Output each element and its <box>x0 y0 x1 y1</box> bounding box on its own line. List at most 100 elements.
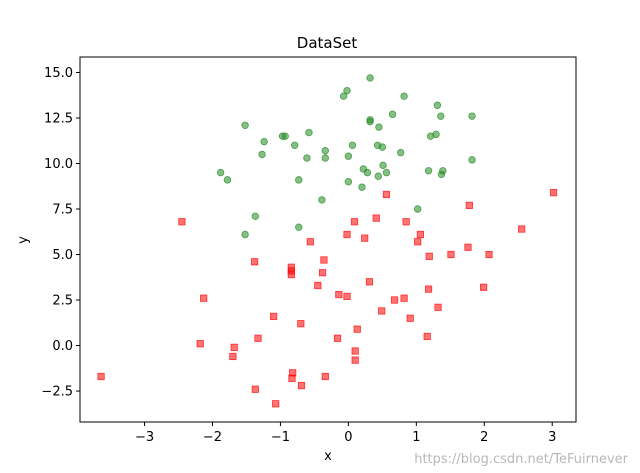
green-circle-point-37 <box>413 205 422 213</box>
y-axis-label: y <box>16 236 31 244</box>
red-square-point-3 <box>200 294 208 302</box>
green-circle-point-36 <box>358 183 366 191</box>
green-circle-point-25 <box>348 141 357 149</box>
red-square-point-0 <box>97 372 105 381</box>
red-square-point-16 <box>297 320 305 328</box>
y-tick-label: 10.0 <box>44 157 73 172</box>
red-square-point-45 <box>434 303 442 311</box>
green-circle-point-15 <box>295 223 303 231</box>
red-square-point-36 <box>390 296 399 304</box>
green-circle-point-0 <box>241 121 249 129</box>
red-square-point-5 <box>229 352 237 361</box>
red-square-point-50 <box>485 250 493 259</box>
red-square-point-24 <box>335 290 343 299</box>
green-circle-point-22 <box>375 123 383 131</box>
red-square-point-33 <box>372 214 380 222</box>
red-square-point-51 <box>518 225 526 233</box>
green-circle-point-7 <box>258 150 266 159</box>
red-square-point-43 <box>424 285 433 293</box>
green-circle-point-5 <box>216 168 225 177</box>
y-tick-label: 15.0 <box>44 66 73 81</box>
plot-marks <box>97 74 558 408</box>
green-circle-point-9 <box>303 154 311 162</box>
green-circle-point-38 <box>433 101 442 109</box>
green-circle-point-31 <box>379 161 387 170</box>
green-circle-point-19 <box>366 74 374 82</box>
red-square-point-35 <box>382 190 391 199</box>
x-axis-ticks: −3 −2 −1 0 1 2 3 <box>135 422 556 445</box>
green-circle-point-35 <box>344 178 353 186</box>
green-circle-point-6 <box>223 176 232 184</box>
red-square-point-37 <box>400 294 408 302</box>
red-square-point-17 <box>297 381 306 390</box>
x-tick-label: −2 <box>203 430 222 445</box>
y-axis-ticks: −2.5 0.0 2.5 5.0 7.5 10.0 12.5 15.0 <box>41 66 80 400</box>
x-axis-label: x <box>324 449 332 464</box>
x-tick-label: −1 <box>271 430 290 445</box>
plot-area-frame <box>79 56 577 423</box>
watermark-text: https://blog.csdn.net/TeFuirnever <box>414 452 628 467</box>
red-square-point-34 <box>378 307 386 315</box>
red-square-point-7 <box>254 334 262 342</box>
green-circle-point-21 <box>366 116 374 124</box>
green-circle-point-39 <box>437 112 445 120</box>
red-square-point-38 <box>402 218 410 226</box>
red-square-point-23 <box>333 334 342 342</box>
green-circle-point-11 <box>321 154 329 162</box>
x-tick-label: −3 <box>135 430 154 445</box>
green-circle-point-16 <box>241 230 249 239</box>
red-square-point-1 <box>178 218 186 226</box>
red-square-point-8 <box>251 385 259 393</box>
y-tick-label: 5.0 <box>52 248 73 263</box>
chart-title: DataSet <box>297 34 358 52</box>
red-square-point-31 <box>361 234 369 242</box>
green-circle-point-8 <box>291 141 299 149</box>
red-square-point-32 <box>365 278 374 286</box>
green-circle-point-27 <box>378 143 387 151</box>
y-tick-label: 7.5 <box>52 203 73 218</box>
x-tick-label: 1 <box>412 430 420 445</box>
x-tick-label: 0 <box>344 430 352 445</box>
red-square-point-28 <box>351 347 359 355</box>
red-square-point-49 <box>479 283 488 291</box>
green-circle-point-46 <box>468 156 476 164</box>
red-square-point-44 <box>425 252 433 260</box>
green-circle-point-34 <box>374 172 382 180</box>
red-square-point-52 <box>549 189 558 197</box>
green-circle-point-14 <box>251 212 259 220</box>
green-circle-point-40 <box>468 112 476 120</box>
red-square-point-6 <box>251 258 259 266</box>
red-square-point-2 <box>196 340 204 348</box>
red-square-point-15 <box>288 374 296 382</box>
red-square-point-46 <box>447 250 455 259</box>
y-tick-label: 0.0 <box>52 339 73 354</box>
green-circle-point-43 <box>424 167 433 175</box>
x-tick-label: 3 <box>548 430 556 445</box>
red-square-point-27 <box>350 218 359 226</box>
green-circle-point-28 <box>397 148 405 157</box>
red-square-point-21 <box>320 256 328 264</box>
y-tick-label: 2.5 <box>52 294 73 309</box>
x-tick-label: 2 <box>480 430 488 445</box>
red-square-point-48 <box>465 201 473 209</box>
red-square-point-29 <box>351 356 359 364</box>
green-circle-point-17 <box>339 92 348 100</box>
green-circle-point-13 <box>318 196 326 204</box>
red-square-point-47 <box>464 243 472 251</box>
red-square-point-22 <box>321 372 329 381</box>
green-circle-point-12 <box>295 176 303 184</box>
green-circle-point-24 <box>400 92 408 100</box>
red-square-point-4 <box>230 343 238 351</box>
red-square-point-40 <box>414 238 422 246</box>
green-circle-point-1 <box>260 137 268 146</box>
red-square-point-20 <box>318 269 327 277</box>
green-circle-point-32 <box>382 168 391 177</box>
green-circle-point-45 <box>439 167 447 175</box>
red-square-point-41 <box>416 230 425 239</box>
red-square-point-9 <box>270 312 278 321</box>
y-tick-label: −2.5 <box>41 385 73 400</box>
red-square-point-18 <box>306 238 314 246</box>
y-tick-label: 12.5 <box>44 111 73 126</box>
green-circle-point-33 <box>363 168 372 177</box>
green-circle-point-23 <box>388 110 397 119</box>
